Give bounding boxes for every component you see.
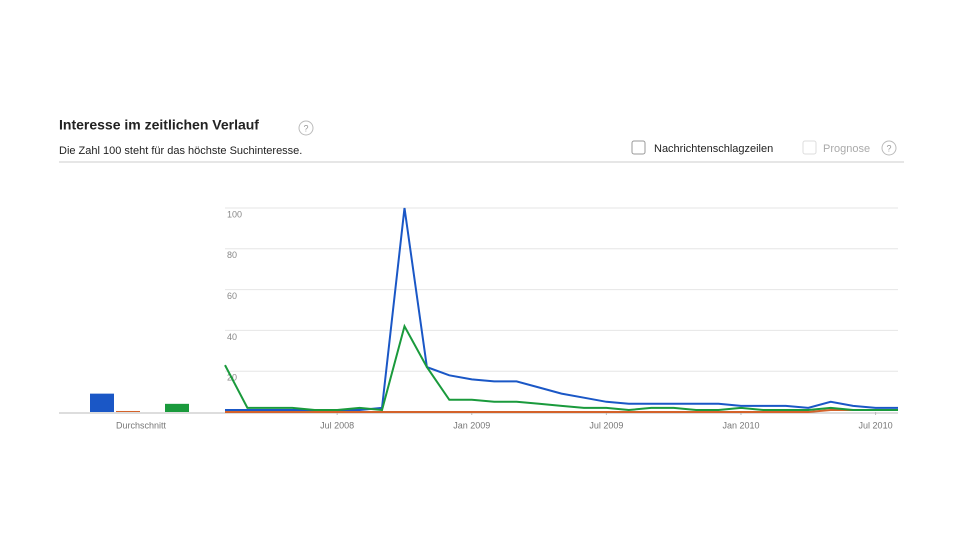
checkbox-label[interactable]: Nachrichtenschlagzeilen [654, 143, 773, 155]
y-tick-label: 100 [227, 209, 242, 219]
average-bar [116, 410, 140, 412]
help-icon-text: ? [886, 143, 891, 153]
x-tick-label: Jul 2010 [859, 420, 893, 430]
series-line [224, 323, 898, 412]
average-bar [90, 393, 114, 412]
series-line [225, 409, 898, 413]
x-tick-label: Jan 2010 [722, 420, 759, 430]
x-tick-label: Jul 2009 [589, 420, 623, 430]
series-line [225, 207, 898, 411]
average-bar [165, 403, 189, 412]
y-tick-label: 80 [227, 250, 237, 260]
average-label: Durchschnitt [116, 420, 167, 430]
section-title: Interesse im zeitlichen Verlauf [59, 117, 259, 133]
help-icon[interactable] [298, 120, 314, 136]
y-tick-label: 40 [227, 332, 237, 342]
help-icon[interactable] [881, 140, 897, 156]
x-tick-label: Jan 2009 [453, 420, 490, 430]
y-tick-label: 60 [227, 291, 237, 301]
checkbox-label[interactable]: Prognose [823, 143, 870, 155]
checkbox[interactable] [802, 140, 817, 155]
checkbox[interactable] [631, 140, 646, 155]
x-tick-label: Jul 2008 [320, 420, 354, 430]
help-icon-text: ? [303, 123, 308, 133]
subtitle: Die Zahl 100 steht für das höchste Suchi… [59, 145, 302, 157]
